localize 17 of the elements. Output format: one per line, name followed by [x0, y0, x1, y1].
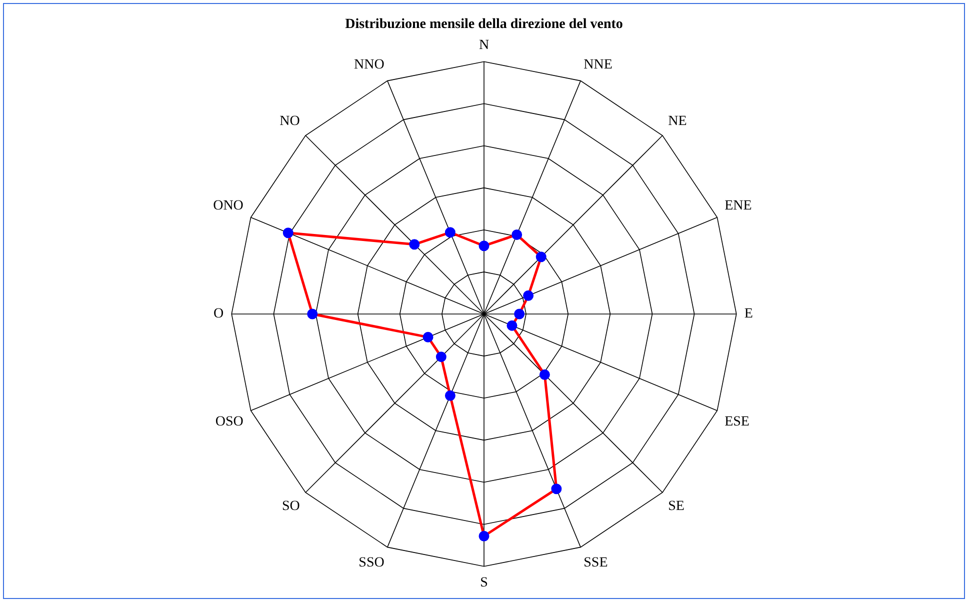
spoke-label: ESE — [724, 414, 750, 430]
spoke-label: ONO — [213, 198, 244, 214]
spoke-label: OSO — [215, 414, 244, 430]
chart-title: Distribuzione mensile della direzione del vento — [345, 17, 623, 32]
spoke-label: SO — [282, 499, 300, 514]
spoke-label: NNO — [354, 58, 384, 73]
spoke-label: SSO — [358, 556, 384, 571]
spoke-label: NO — [280, 114, 300, 130]
spoke-label: NNE — [584, 58, 612, 73]
spoke-label: NE — [668, 114, 687, 130]
spoke-label: O — [213, 306, 224, 322]
spoke-label: ENE — [724, 198, 752, 214]
spoke-label: SSE — [584, 556, 608, 571]
spoke-label: SE — [668, 499, 684, 514]
spoke-label: S — [480, 575, 488, 590]
spoke-label: N — [478, 38, 490, 53]
spoke-label: E — [744, 306, 753, 322]
